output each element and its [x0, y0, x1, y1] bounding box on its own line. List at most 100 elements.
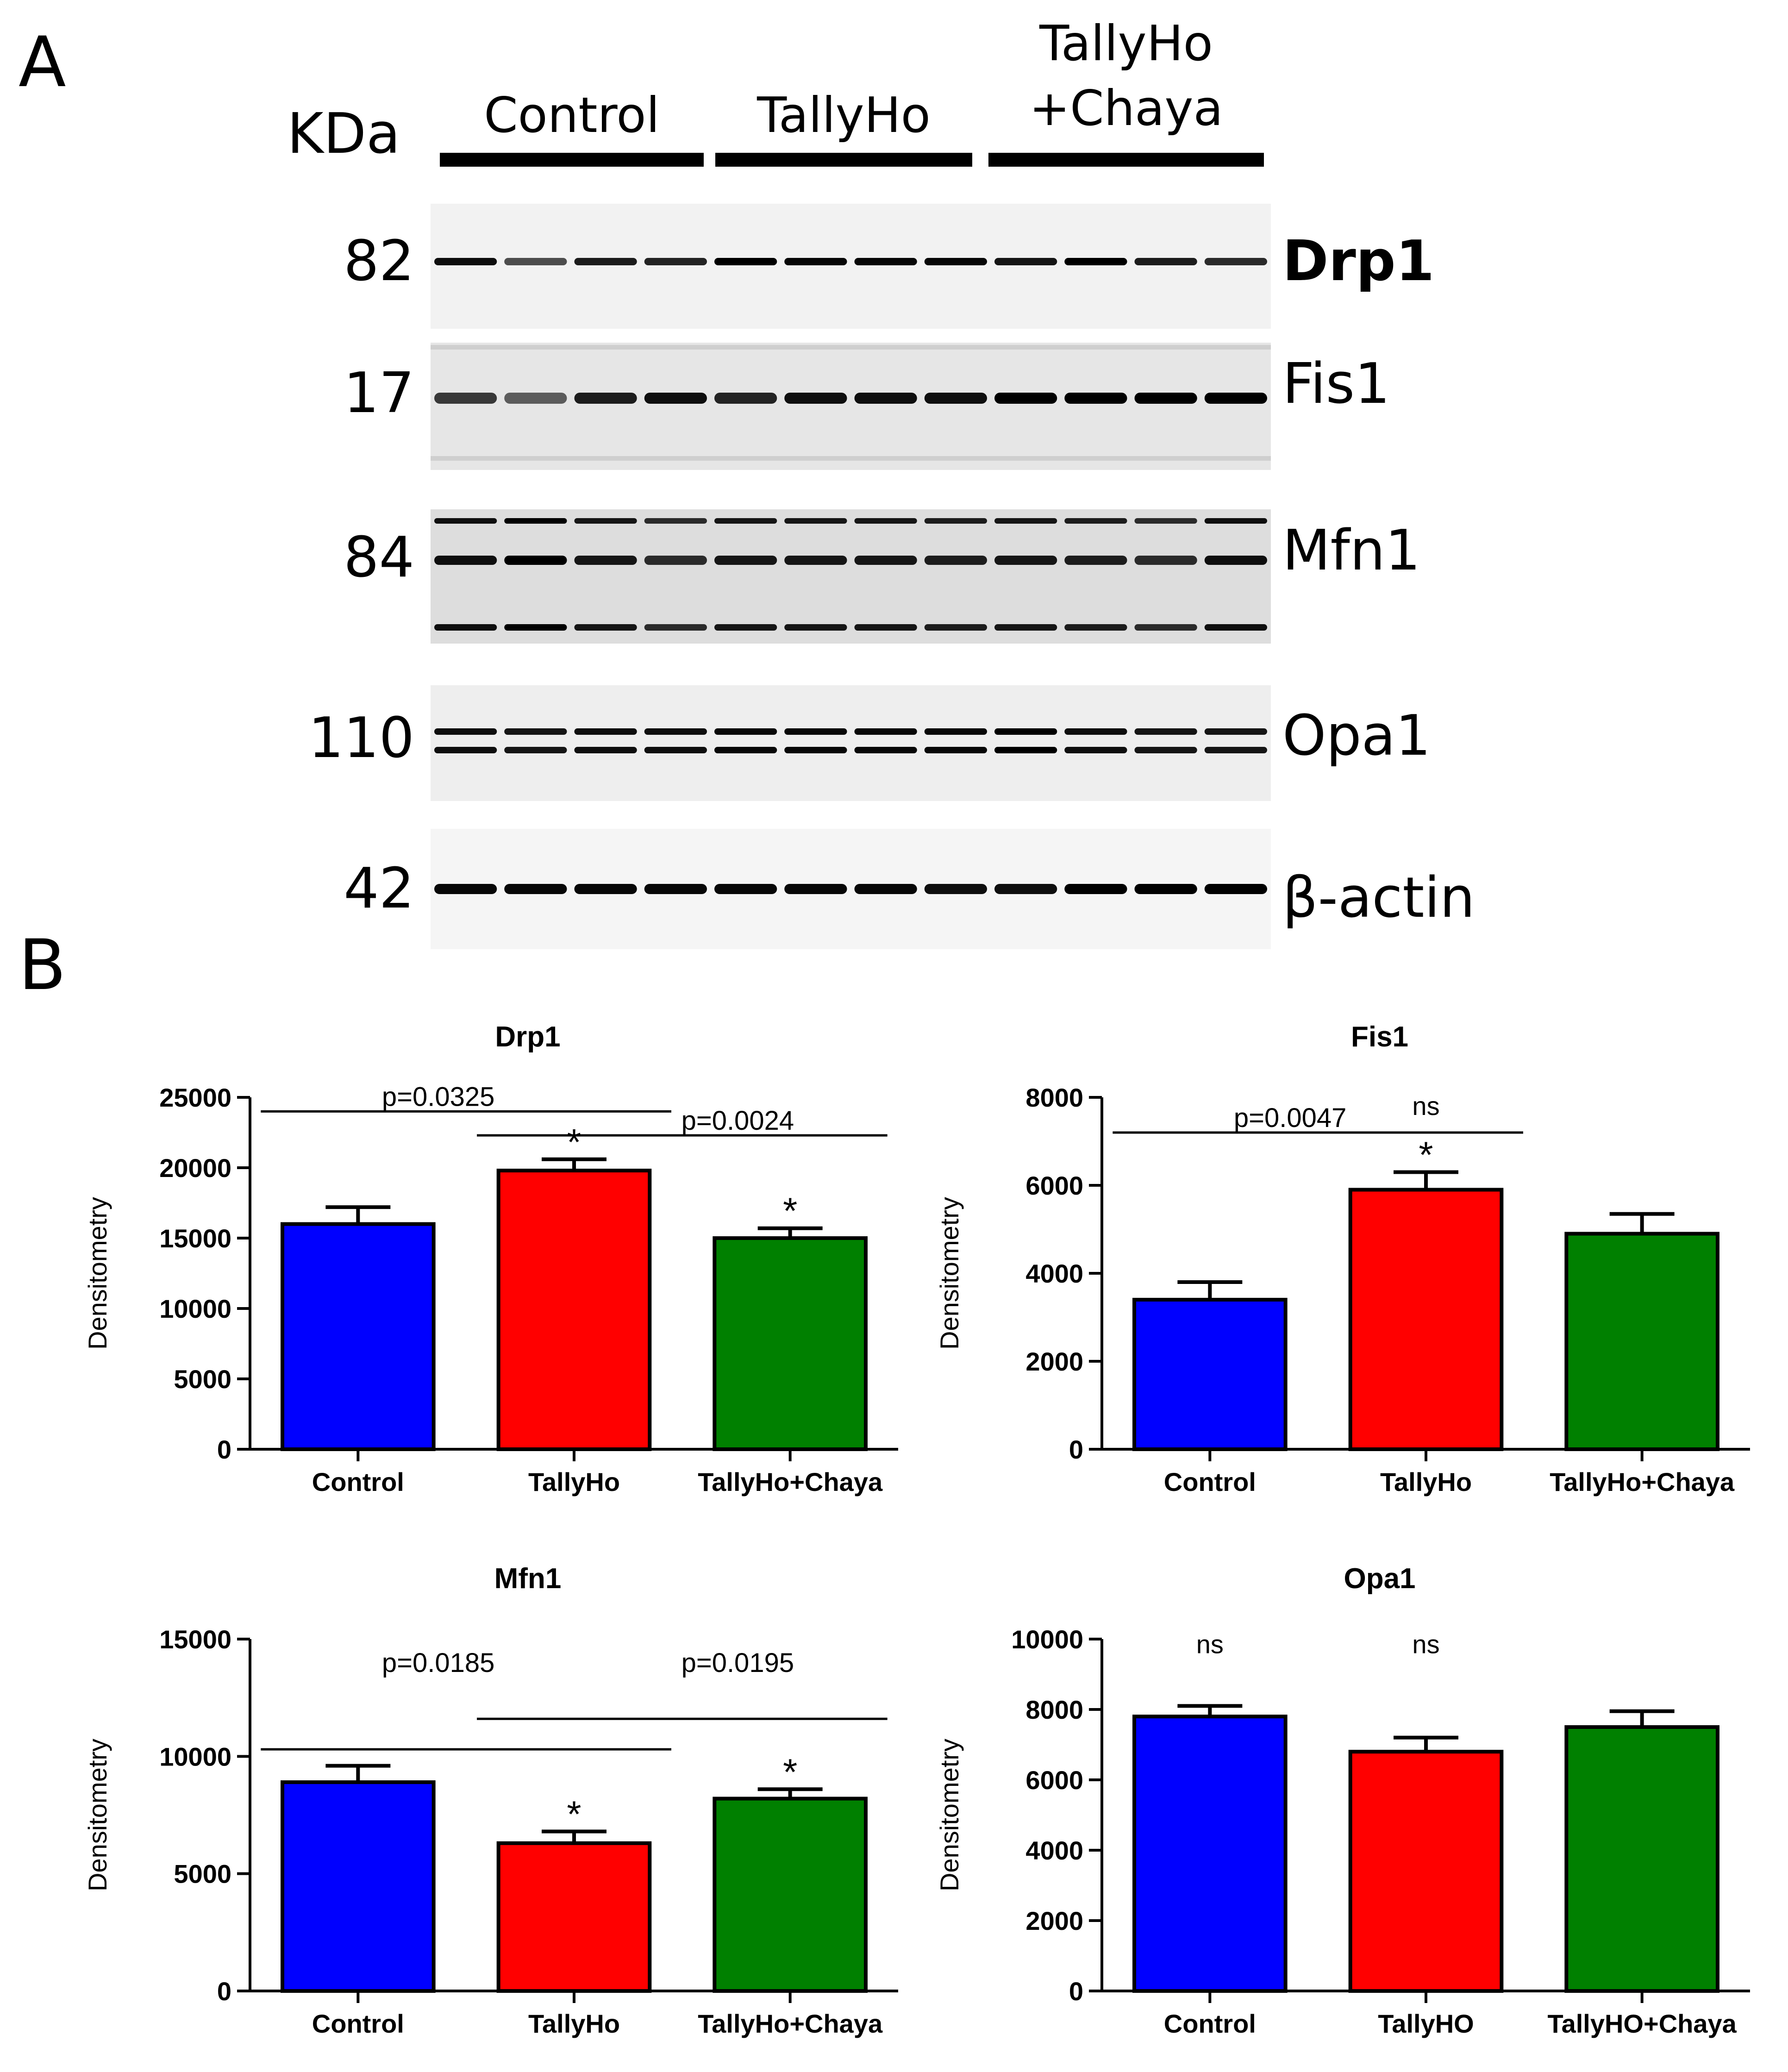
band-2-lane-2: [504, 624, 567, 631]
band-2-lane-12: [1204, 624, 1267, 631]
band-0-lane-9: [994, 258, 1057, 265]
y-tick-label: 10000: [1011, 1625, 1083, 1654]
band-2-lane-6: [784, 556, 847, 565]
y-tick-label: 4000: [1025, 1836, 1083, 1865]
blot-strip-1: [431, 343, 1271, 470]
faint-band: [431, 345, 1271, 350]
band-3-lane-10: [1064, 728, 1127, 735]
band-2-lane-7: [854, 556, 917, 565]
band-0-lane-8: [924, 258, 987, 265]
band-3-lane-3: [574, 747, 637, 753]
band-2-lane-12: [1204, 518, 1267, 524]
band-0-lane-1: [434, 258, 497, 265]
blot-strip-4: [431, 829, 1271, 949]
band-3-lane-4: [644, 728, 707, 735]
band-2-lane-6: [784, 518, 847, 524]
x-tick-label: Control: [312, 2009, 404, 2038]
band-0-lane-3: [574, 258, 637, 265]
band-2-lane-3: [574, 624, 637, 631]
y-tick-label: 0: [1069, 1435, 1083, 1464]
band-3-lane-1: [434, 728, 497, 735]
bar-Control: [281, 1780, 436, 1993]
band-4-lane-7: [854, 884, 917, 894]
bar-TallyHo+Chaya: [713, 1797, 868, 1993]
y-tick-label: 5000: [174, 1859, 231, 1889]
band-2-lane-7: [854, 624, 917, 631]
band-3-lane-8: [924, 728, 987, 735]
band-2-lane-8: [924, 518, 987, 524]
y-tick-label: 2000: [1025, 1347, 1083, 1376]
p-value-label: p=0.0185: [382, 1648, 495, 1678]
band-3-lane-7: [854, 728, 917, 735]
band-0-lane-2: [504, 258, 567, 265]
significance-star: *: [1419, 1134, 1433, 1176]
band-4-lane-9: [994, 884, 1057, 894]
significance-star: *: [567, 1793, 581, 1834]
x-tick-label: TallyHo: [528, 2009, 620, 2038]
chart-fis1: Fis1 Densitometry 0 2000 4000 6000 8000 Control…: [907, 995, 1787, 1530]
y-tick-label: 10000: [159, 1742, 231, 1771]
band-1-lane-10: [1064, 393, 1127, 404]
group-bar-1: [715, 153, 972, 167]
band-3-lane-12: [1204, 728, 1267, 735]
chart-title: Opa1: [1344, 1563, 1415, 1595]
band-1-lane-1: [434, 393, 497, 404]
band-2-lane-10: [1064, 624, 1127, 631]
band-2-lane-2: [504, 556, 567, 565]
band-2-lane-4: [644, 624, 707, 631]
band-2-lane-7: [854, 518, 917, 524]
y-axis-label: Densitometry: [935, 1739, 964, 1891]
p-value-label: p=0.0024: [681, 1106, 794, 1136]
band-4-lane-5: [714, 884, 777, 894]
band-3-lane-12: [1204, 747, 1267, 753]
x-tick-label: TallyHo: [1380, 1467, 1472, 1496]
bar-Control: [281, 1222, 436, 1451]
band-2-lane-1: [434, 518, 497, 524]
panel-b-letter: B: [19, 925, 66, 1006]
x-tick-label: TallyHo+Chaya: [1550, 1467, 1735, 1496]
x-tick-label: TallyHo+Chaya: [698, 1467, 883, 1496]
group-bar-0: [440, 153, 704, 167]
band-1-lane-5: [714, 393, 777, 404]
band-4-lane-8: [924, 884, 987, 894]
band-3-lane-6: [784, 747, 847, 753]
band-2-lane-11: [1134, 518, 1197, 524]
y-tick-label: 25000: [159, 1083, 231, 1112]
y-tick-label: 8000: [1025, 1083, 1083, 1112]
y-axis-label: Densitometry: [935, 1197, 964, 1350]
bar-TallyHo+Chaya: [713, 1236, 868, 1451]
y-axis-label: Densitometry: [83, 1197, 112, 1350]
band-3-lane-4: [644, 747, 707, 753]
chart-opa1: Opa1 Densitometry 0 2000 4000 6000 8000 10000 Co…: [907, 1537, 1787, 2072]
band-1-lane-3: [574, 393, 637, 404]
y-tick-label: 0: [1069, 1977, 1083, 2006]
bar-TallyHo: [496, 1841, 652, 1993]
y-tick-label: 6000: [1025, 1171, 1083, 1200]
kda-marker-1: 17: [344, 361, 414, 426]
band-0-lane-7: [854, 258, 917, 265]
band-2-lane-5: [714, 518, 777, 524]
band-3-lane-9: [994, 747, 1057, 753]
band-1-lane-6: [784, 393, 847, 404]
y-tick-label: 4000: [1025, 1259, 1083, 1288]
chart-title: Drp1: [495, 1021, 560, 1053]
band-3-lane-10: [1064, 747, 1127, 753]
group-label-2: TallyHo: [1039, 15, 1213, 72]
ns-label: ns: [1412, 1629, 1439, 1659]
band-4-lane-4: [644, 884, 707, 894]
kda-marker-3: 110: [308, 706, 414, 770]
bar-TallyHo: [496, 1169, 652, 1451]
protein-label-1: Fis1: [1282, 352, 1390, 416]
band-4-lane-3: [574, 884, 637, 894]
band-1-lane-9: [994, 393, 1057, 404]
band-3-lane-6: [784, 728, 847, 735]
y-tick-label: 10000: [159, 1294, 231, 1323]
protein-label-3: Opa1: [1282, 704, 1431, 768]
bar-TallyHo+Chaya: [1564, 1232, 1720, 1451]
y-tick-label: 15000: [159, 1224, 231, 1253]
significance-star: *: [783, 1751, 797, 1792]
bar-TallyHO: [1348, 1750, 1504, 1993]
western-blot-panel: KDa Control TallyHo TallyHo +Chaya 82 Drp1 17 Fi…: [287, 15, 1475, 949]
x-tick-label: TallyHO: [1378, 2009, 1474, 2038]
y-tick-label: 0: [217, 1435, 231, 1464]
